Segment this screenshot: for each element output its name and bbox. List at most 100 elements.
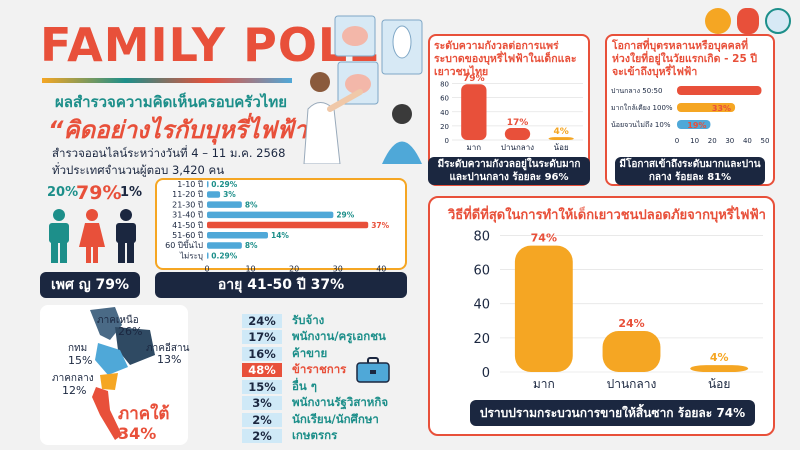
partner-logo <box>737 8 759 34</box>
age-value-label: 3% <box>223 190 236 199</box>
gender-value-other: 1% <box>120 185 143 200</box>
access-bar <box>677 86 762 95</box>
age-value-label: 0.29% <box>211 180 238 189</box>
occupation-value: 2% <box>242 412 282 427</box>
age-x-tick: 30 <box>333 265 343 272</box>
prevention-title: วิธีที่ดีที่สุดในการทำให้เด็กเยาวชนปลอดภ… <box>448 208 766 223</box>
gender-value-male: 20% <box>47 185 79 200</box>
prevention-value-label: 24% <box>618 317 644 330</box>
age-category-label: 31-40 ปี <box>172 211 203 220</box>
prevention-value-label: 74% <box>531 232 557 245</box>
age-category-label: 60 ปีขึ้นไป <box>165 239 203 250</box>
age-bar <box>207 242 242 249</box>
prevention-panel <box>428 196 775 436</box>
age-bar <box>207 211 334 219</box>
access-value-label: 48% <box>738 87 757 96</box>
other-person-icon <box>116 209 136 263</box>
partner-logo <box>705 8 731 34</box>
age-category-label: ไม่ระบุ <box>179 251 203 260</box>
occupation-label: พนักงาน/ครูเอกชน <box>292 329 386 343</box>
occupation-label: ข้าราชการ <box>292 362 347 376</box>
age-value-label: 0.29% <box>211 251 238 260</box>
age-category-label: 1-10 ปี <box>177 180 203 189</box>
occupation-value: 48% <box>242 363 282 377</box>
survey-period: สำรวจออนไลน์ระหว่างวันที่ 4 – 11 ม.ค. 25… <box>52 146 286 160</box>
occupation-value: 24% <box>242 313 282 328</box>
age-x-tick: 10 <box>245 265 255 272</box>
prevention-category-label: ปานกลาง <box>607 377 657 391</box>
occupation-value: 2% <box>242 429 282 443</box>
access-x-tick: 40 <box>743 137 752 145</box>
access-chart: ปานกลาง 50:50 48% มากใกล้เคียง 100% 33% น้อย… <box>611 86 770 145</box>
concern-chart: 0 20 40 60 80 79% มาก 17% ปานกลาง 4% น้อย <box>440 74 583 152</box>
gender-value-female: 79% <box>76 182 122 204</box>
region-south-value: 34% <box>118 424 157 443</box>
occupation-label: เกษตรกร <box>292 428 338 442</box>
concern-bar <box>548 137 574 140</box>
region-north-value: 26% <box>118 325 143 338</box>
occupation-row: 16% ค้าขาย <box>242 346 327 361</box>
occupation-row: 3% พนักงานรัฐวิสาหกิจ <box>242 395 389 411</box>
doctors-illustration <box>303 15 423 164</box>
occupation-row: 2% นักเรียน/นักศึกษา <box>242 412 379 427</box>
occupation-value: 15% <box>242 379 282 394</box>
briefcase-icon <box>356 357 390 383</box>
age-bar <box>207 232 268 239</box>
prevention-category-label: มาก <box>533 377 555 391</box>
access-x-tick: 30 <box>725 137 734 145</box>
age-bar <box>207 191 221 198</box>
age-value-label: 8% <box>245 241 258 250</box>
gender-section: 20% 79% 1% <box>40 182 143 275</box>
access-banner: มีโอกาสเข้าถึงระดับมากและปานกลาง ร้อยละ … <box>615 157 765 185</box>
occupation-value: 3% <box>242 396 282 410</box>
thailand-map <box>90 307 155 440</box>
occupation-row: 2% เกษตรกร <box>242 428 338 444</box>
concern-y-tick: 20 <box>440 123 449 131</box>
occupation-label: รับจ้าง <box>292 312 325 327</box>
prevention-y-tick: 40 <box>473 298 490 313</box>
age-value-label: 29% <box>336 211 354 220</box>
occupation-row: 48% ข้าราชการ <box>242 362 347 378</box>
age-x-tick: 40 <box>376 265 386 272</box>
age-chart: 1-10 ปี 0.29% 11-20 ปี 3% 21-30 ปี 8% 31-40 ปี… <box>165 180 389 272</box>
occupation-row: 17% พนักงาน/ครูเอกชน <box>242 329 386 345</box>
access-x-tick: 50 <box>761 137 770 145</box>
age-category-label: 51-60 ปี <box>172 231 203 240</box>
access-bar <box>677 103 736 112</box>
occupation-label: อื่น ๆ <box>292 378 317 393</box>
concern-y-tick: 60 <box>440 95 449 103</box>
prevention-bar <box>602 331 661 372</box>
access-title: โอกาสที่บุตรหลานหรือบุคคลที่ห่วงใยที่อยู… <box>612 40 758 78</box>
age-bar <box>207 221 369 229</box>
age-value-label: 37% <box>371 221 389 230</box>
occupation-label: ค้าขาย <box>292 345 328 360</box>
concern-y-tick: 40 <box>440 109 449 117</box>
concern-title: ระดับความกังวลต่อการแพร่ระบาดของบุหรี่ไฟ… <box>434 40 577 78</box>
occupation-row: 24% รับจ้าง <box>242 313 324 328</box>
concern-value-label: 17% <box>507 118 529 128</box>
prevention-value-label: 4% <box>710 351 729 364</box>
region-central-label: ภาคกลาง <box>52 373 94 384</box>
prevention-banner: ปราบปรามกระบวนการขายให้สิ้นซาก ร้อยละ 74… <box>470 400 755 426</box>
prevention-y-tick: 20 <box>473 332 490 347</box>
occupation-label: นักเรียน/นักศึกษา <box>292 411 379 426</box>
age-category-label: 21-30 ปี <box>172 200 203 209</box>
prevention-y-tick: 60 <box>473 264 490 279</box>
prevention-y-tick: 80 <box>473 229 490 244</box>
occupation-list: 24% รับจ้าง 17% พนักงาน/ครูเอกชน 16% ค้าขาย 48… <box>242 313 422 448</box>
prevention-category-label: น้อย <box>708 377 730 391</box>
male-person-icon <box>49 209 69 263</box>
age-banner: อายุ 41-50 ปี 37% <box>155 272 407 298</box>
concern-category-label: ปานกลาง <box>501 143 534 152</box>
age-x-tick: 0 <box>204 265 209 272</box>
partner-logo <box>765 8 791 34</box>
prevention-bar <box>514 245 573 372</box>
age-x-tick: 20 <box>289 265 299 272</box>
concern-category-label: น้อย <box>554 143 569 152</box>
prevention-y-tick: 0 <box>482 366 490 381</box>
access-category-label: ปานกลาง 50:50 <box>611 87 662 95</box>
access-category-label: มากใกล้เคียง 100% <box>611 103 673 112</box>
occupation-label: พนักงานรัฐวิสาหกิจ <box>292 395 389 409</box>
occupation-value: 17% <box>242 330 282 344</box>
age-category-label: 41-50 ปี <box>172 221 203 230</box>
